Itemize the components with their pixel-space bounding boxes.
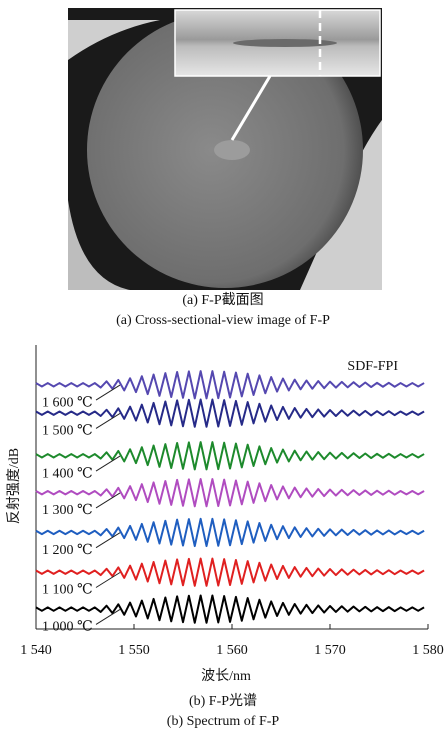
pointer-line: [230, 75, 272, 141]
annotation: SDF-FPI: [347, 359, 398, 374]
caption: (a) Cross-sectional-view image of F-P: [116, 313, 330, 328]
x-tick-label: 1 550: [118, 643, 150, 658]
label-leader: [95, 455, 121, 472]
spectrum-line: [35, 478, 425, 508]
spectrum-line: [35, 398, 425, 428]
spectrum-line: [35, 594, 425, 624]
caption: (b) Spectrum of F-P: [167, 714, 280, 729]
label-leader: [95, 413, 121, 429]
series-label: 1 500 ℃: [42, 424, 93, 439]
photo: [68, 8, 382, 290]
spectrum-line: [35, 370, 425, 400]
series-label: 1 400 ℃: [42, 466, 93, 481]
label-leader: [95, 572, 121, 588]
spectrum-line: [35, 441, 425, 471]
caption: (b) F-P光谱: [189, 693, 257, 709]
x-tick-label: 1 540: [20, 643, 52, 658]
x-tick-label: 1 560: [216, 643, 248, 658]
x-axis-label: 波长/nm: [201, 668, 251, 684]
label-leader: [95, 608, 121, 625]
photo-edge: [68, 20, 160, 60]
label-leader: [95, 384, 121, 401]
x-tick-label: 1 570: [314, 643, 346, 658]
y-axis-label: 反射强度/dB: [6, 448, 22, 524]
photo-edge: [68, 200, 130, 290]
series-label: 1 200 ℃: [42, 543, 93, 558]
spectrum-line: [35, 517, 425, 548]
spectrum-line: [35, 557, 425, 587]
series-label: 1 000 ℃: [42, 620, 93, 635]
label-leader: [95, 492, 121, 509]
series-label: 1 300 ℃: [42, 503, 93, 518]
x-tick-label: 1 580: [412, 643, 444, 658]
series-label: 1 100 ℃: [42, 583, 93, 598]
series-label: 1 600 ℃: [42, 395, 93, 410]
cavity-spot: [214, 140, 250, 160]
inset-cavity: [233, 39, 337, 47]
caption: (a) F-P截面图: [182, 292, 263, 308]
label-leader: [95, 532, 121, 549]
